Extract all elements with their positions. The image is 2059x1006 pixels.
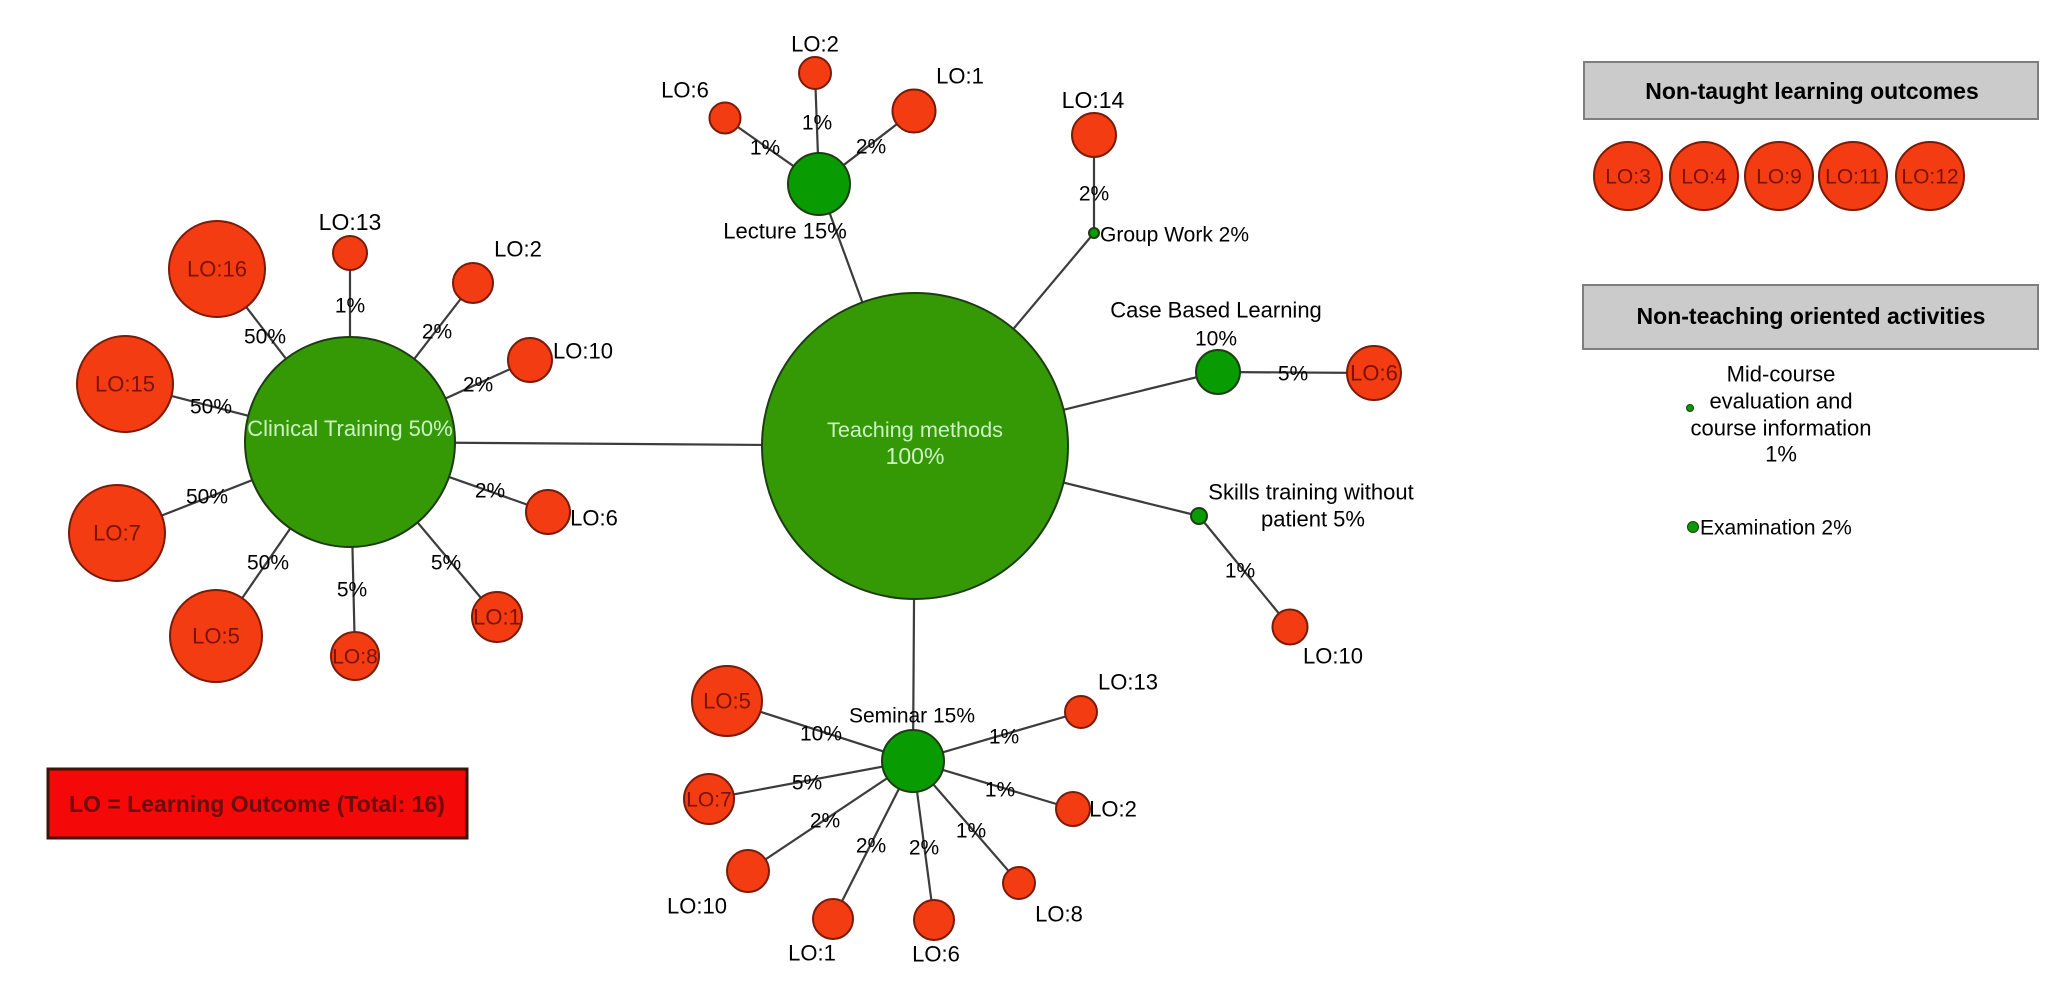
svg-text:2%: 2%: [810, 809, 840, 832]
svg-text:LO:14: LO:14: [1062, 87, 1125, 113]
svg-text:LO:2: LO:2: [1089, 797, 1137, 822]
svg-text:1%: 1%: [802, 111, 832, 134]
svg-text:2%: 2%: [422, 320, 452, 343]
svg-text:1%: 1%: [1225, 559, 1255, 582]
svg-text:LO:2: LO:2: [791, 32, 839, 57]
svg-text:50%: 50%: [247, 551, 289, 574]
svg-text:LO:2: LO:2: [494, 237, 542, 262]
svg-text:5%: 5%: [1278, 362, 1308, 385]
svg-text:2%: 2%: [909, 836, 939, 859]
svg-text:5%: 5%: [792, 771, 822, 794]
svg-text:LO:1: LO:1: [473, 605, 521, 630]
svg-text:Teaching methods: Teaching methods: [827, 417, 1003, 442]
svg-text:LO:5: LO:5: [703, 689, 751, 714]
svg-text:patient 5%: patient 5%: [1261, 507, 1365, 532]
svg-text:LO:15: LO:15: [95, 372, 155, 397]
svg-text:Group Work 2%: Group Work 2%: [1100, 223, 1249, 246]
svg-text:LO:13: LO:13: [1098, 670, 1158, 695]
svg-text:50%: 50%: [190, 395, 232, 418]
svg-text:2%: 2%: [856, 834, 886, 857]
svg-text:5%: 5%: [337, 578, 367, 601]
svg-text:LO:9: LO:9: [1756, 165, 1802, 188]
svg-text:LO:7: LO:7: [686, 788, 732, 811]
svg-text:Case Based Learning: Case Based Learning: [1110, 298, 1322, 323]
svg-text:LO:6: LO:6: [570, 506, 618, 531]
svg-text:1%: 1%: [1765, 442, 1797, 467]
svg-text:LO:8: LO:8: [1035, 902, 1083, 927]
svg-text:Non-teaching oriented activiti: Non-teaching oriented activities: [1637, 303, 1986, 329]
svg-text:Skills training without: Skills training without: [1208, 480, 1413, 505]
svg-text:2%: 2%: [856, 135, 886, 158]
svg-text:LO:3: LO:3: [1605, 165, 1651, 188]
svg-text:LO:10: LO:10: [1303, 644, 1363, 669]
svg-text:LO:4: LO:4: [1681, 165, 1727, 188]
svg-text:50%: 50%: [244, 325, 286, 348]
svg-text:2%: 2%: [463, 373, 493, 396]
svg-text:1%: 1%: [750, 136, 780, 159]
svg-text:LO:10: LO:10: [553, 339, 613, 364]
svg-text:LO = Learning Outcome (Total:: LO = Learning Outcome (Total: 16): [69, 791, 445, 817]
svg-text:LO:10: LO:10: [667, 894, 727, 919]
svg-text:2%: 2%: [475, 479, 505, 502]
svg-text:LO:13: LO:13: [319, 209, 382, 235]
svg-text:Clinical Training 50%: Clinical Training 50%: [247, 416, 452, 441]
svg-text:LO:5: LO:5: [192, 624, 240, 649]
svg-text:10%: 10%: [800, 722, 842, 745]
svg-text:Examination 2%: Examination 2%: [1700, 516, 1852, 539]
svg-text:Mid-course: Mid-course: [1727, 362, 1836, 387]
svg-text:1%: 1%: [989, 725, 1019, 748]
svg-text:LO:8: LO:8: [332, 645, 378, 668]
svg-text:10%: 10%: [1195, 327, 1237, 350]
svg-text:1%: 1%: [985, 778, 1015, 801]
svg-text:Seminar 15%: Seminar 15%: [849, 704, 975, 727]
svg-text:LO:7: LO:7: [93, 521, 141, 546]
svg-text:LO:12: LO:12: [1901, 165, 1958, 188]
svg-text:LO:6: LO:6: [661, 78, 709, 103]
svg-text:LO:6: LO:6: [912, 942, 960, 967]
svg-text:100%: 100%: [886, 443, 945, 469]
svg-text:5%: 5%: [431, 551, 461, 574]
svg-text:Lecture 15%: Lecture 15%: [723, 219, 847, 244]
svg-text:evaluation and: evaluation and: [1709, 389, 1852, 414]
svg-text:Non-taught learning outcomes: Non-taught learning outcomes: [1645, 78, 1979, 104]
svg-text:LO:16: LO:16: [187, 257, 247, 282]
svg-text:LO:1: LO:1: [788, 941, 836, 966]
svg-text:50%: 50%: [186, 485, 228, 508]
svg-text:LO:1: LO:1: [936, 64, 984, 89]
svg-text:2%: 2%: [1079, 182, 1109, 205]
svg-text:LO:6: LO:6: [1350, 361, 1398, 386]
svg-text:1%: 1%: [335, 294, 365, 317]
svg-text:LO:11: LO:11: [1825, 165, 1881, 188]
svg-text:1%: 1%: [956, 819, 986, 842]
svg-text:course information: course information: [1691, 416, 1872, 441]
